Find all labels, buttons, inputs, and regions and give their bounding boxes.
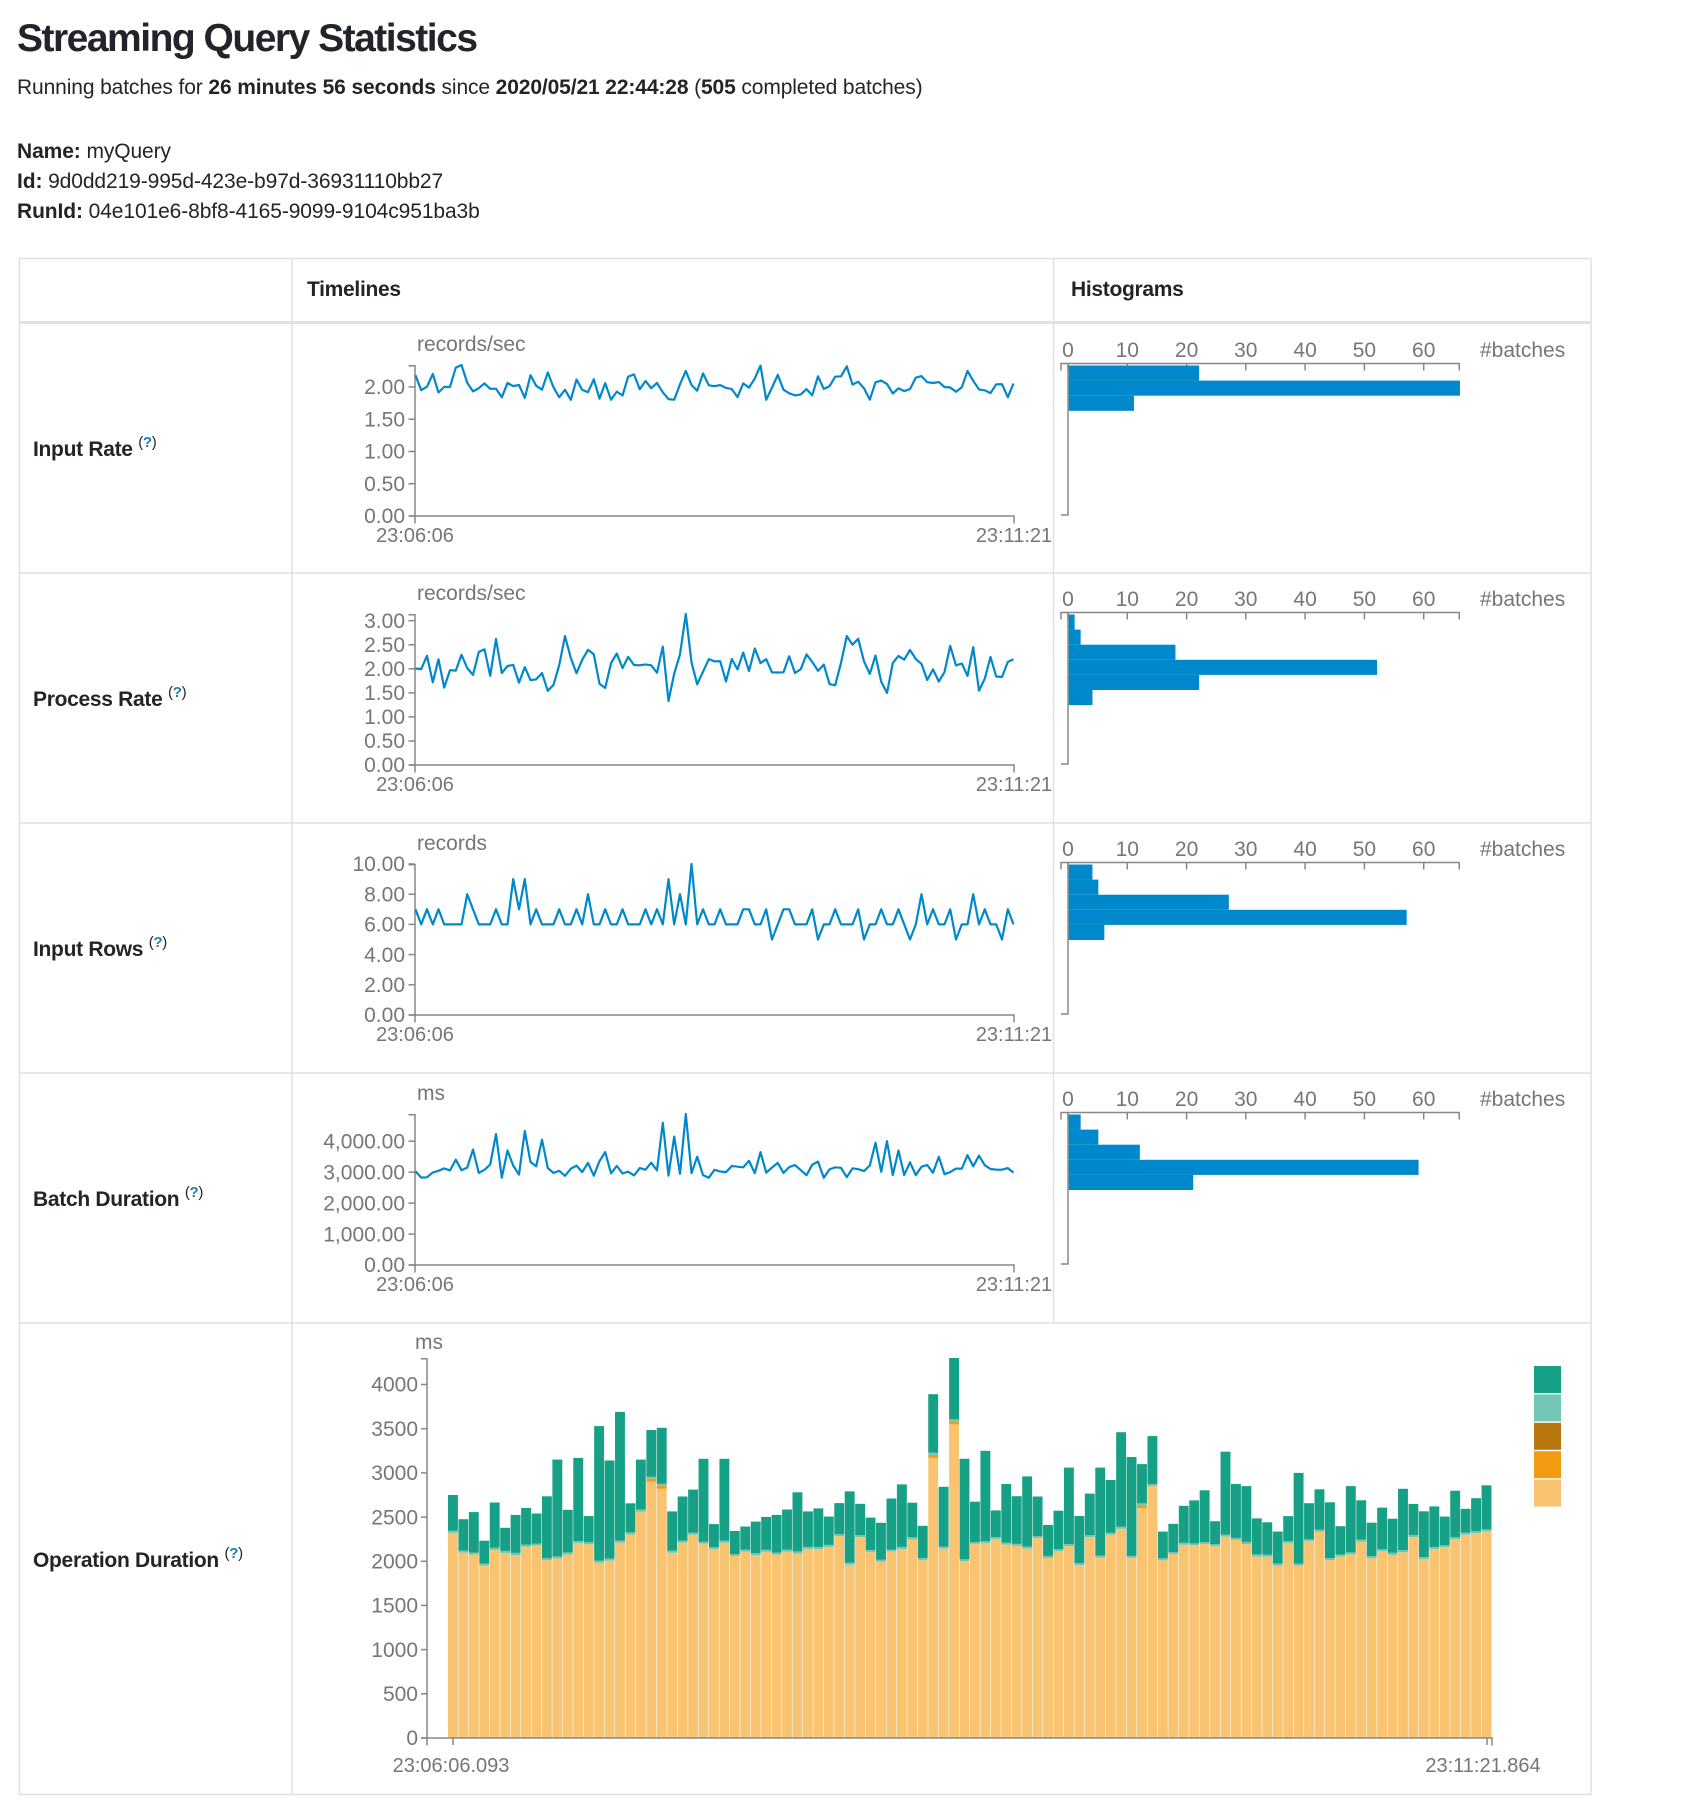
svg-text:1000: 1000 — [371, 1639, 418, 1662]
svg-text:1,000.00: 1,000.00 — [323, 1223, 405, 1246]
svg-text:60: 60 — [1412, 838, 1435, 861]
svg-text:1.00: 1.00 — [364, 441, 405, 464]
svg-text:0: 0 — [1062, 588, 1074, 611]
svg-text:2.00: 2.00 — [364, 974, 405, 997]
svg-text:3500: 3500 — [371, 1418, 418, 1441]
svg-text:0.00: 0.00 — [364, 505, 405, 528]
svg-text:ms: ms — [417, 1082, 445, 1105]
svg-text:2,000.00: 2,000.00 — [323, 1192, 405, 1215]
svg-text:40: 40 — [1293, 339, 1316, 362]
svg-text:40: 40 — [1293, 838, 1316, 861]
svg-text:10: 10 — [1116, 1088, 1139, 1111]
svg-text:8.00: 8.00 — [364, 883, 405, 906]
svg-text:30: 30 — [1234, 1088, 1257, 1111]
svg-text:3,000.00: 3,000.00 — [323, 1161, 405, 1184]
svg-text:records: records — [417, 832, 487, 855]
svg-text:records/sec: records/sec — [417, 333, 526, 356]
svg-text:23:06:06: 23:06:06 — [376, 525, 454, 547]
svg-text:0.50: 0.50 — [364, 473, 405, 496]
svg-text:0: 0 — [1062, 1088, 1074, 1111]
svg-text:40: 40 — [1293, 1088, 1316, 1111]
svg-text:23:11:21.864: 23:11:21.864 — [1425, 1755, 1540, 1777]
svg-text:60: 60 — [1412, 339, 1435, 362]
svg-text:40: 40 — [1293, 588, 1316, 611]
svg-text:20: 20 — [1175, 339, 1198, 362]
svg-text:30: 30 — [1234, 838, 1257, 861]
svg-text:30: 30 — [1234, 588, 1257, 611]
svg-text:#batches: #batches — [1480, 1088, 1565, 1111]
svg-text:1500: 1500 — [371, 1595, 418, 1618]
svg-text:#batches: #batches — [1480, 838, 1565, 861]
svg-text:20: 20 — [1175, 1088, 1198, 1111]
svg-text:30: 30 — [1234, 339, 1257, 362]
svg-text:6.00: 6.00 — [364, 914, 405, 937]
svg-text:records/sec: records/sec — [417, 582, 526, 605]
svg-text:23:11:21: 23:11:21 — [976, 774, 1052, 796]
svg-text:23:06:06.093: 23:06:06.093 — [393, 1755, 510, 1777]
svg-text:#batches: #batches — [1480, 588, 1565, 611]
svg-text:10: 10 — [1116, 838, 1139, 861]
svg-text:23:11:21: 23:11:21 — [976, 1024, 1052, 1046]
svg-text:4000: 4000 — [371, 1374, 418, 1397]
svg-text:10: 10 — [1116, 339, 1139, 362]
svg-text:50: 50 — [1353, 588, 1376, 611]
svg-text:0.00: 0.00 — [364, 1254, 405, 1277]
svg-text:60: 60 — [1412, 588, 1435, 611]
svg-text:4.00: 4.00 — [364, 944, 405, 967]
svg-text:10: 10 — [1116, 588, 1139, 611]
svg-text:50: 50 — [1353, 838, 1376, 861]
svg-text:20: 20 — [1175, 838, 1198, 861]
svg-text:3.00: 3.00 — [364, 610, 405, 633]
svg-text:50: 50 — [1353, 1088, 1376, 1111]
svg-text:ms: ms — [415, 1331, 443, 1354]
svg-text:2.00: 2.00 — [364, 376, 405, 399]
svg-text:20: 20 — [1175, 588, 1198, 611]
svg-text:1.50: 1.50 — [364, 682, 405, 705]
svg-text:1.50: 1.50 — [364, 408, 405, 431]
svg-text:4,000.00: 4,000.00 — [323, 1130, 405, 1153]
svg-text:50: 50 — [1353, 339, 1376, 362]
svg-text:#batches: #batches — [1480, 339, 1565, 362]
svg-text:2000: 2000 — [371, 1551, 418, 1574]
svg-text:1.00: 1.00 — [364, 706, 405, 729]
svg-text:2.00: 2.00 — [364, 658, 405, 681]
svg-text:10.00: 10.00 — [352, 853, 405, 876]
svg-text:500: 500 — [383, 1683, 418, 1706]
svg-text:0.50: 0.50 — [364, 730, 405, 753]
svg-text:60: 60 — [1412, 1088, 1435, 1111]
svg-text:0.00: 0.00 — [364, 1004, 405, 1027]
svg-text:23:11:21: 23:11:21 — [976, 1274, 1052, 1296]
svg-text:23:06:06: 23:06:06 — [376, 1024, 454, 1046]
svg-text:2.50: 2.50 — [364, 634, 405, 657]
svg-text:2500: 2500 — [371, 1506, 418, 1529]
svg-text:0.00: 0.00 — [364, 754, 405, 777]
svg-text:23:06:06: 23:06:06 — [376, 774, 454, 796]
svg-text:23:11:21: 23:11:21 — [976, 525, 1052, 547]
svg-text:3000: 3000 — [371, 1462, 418, 1485]
svg-text:23:06:06: 23:06:06 — [376, 1274, 454, 1296]
svg-text:0: 0 — [406, 1727, 418, 1750]
svg-text:0: 0 — [1062, 838, 1074, 861]
svg-text:0: 0 — [1062, 339, 1074, 362]
